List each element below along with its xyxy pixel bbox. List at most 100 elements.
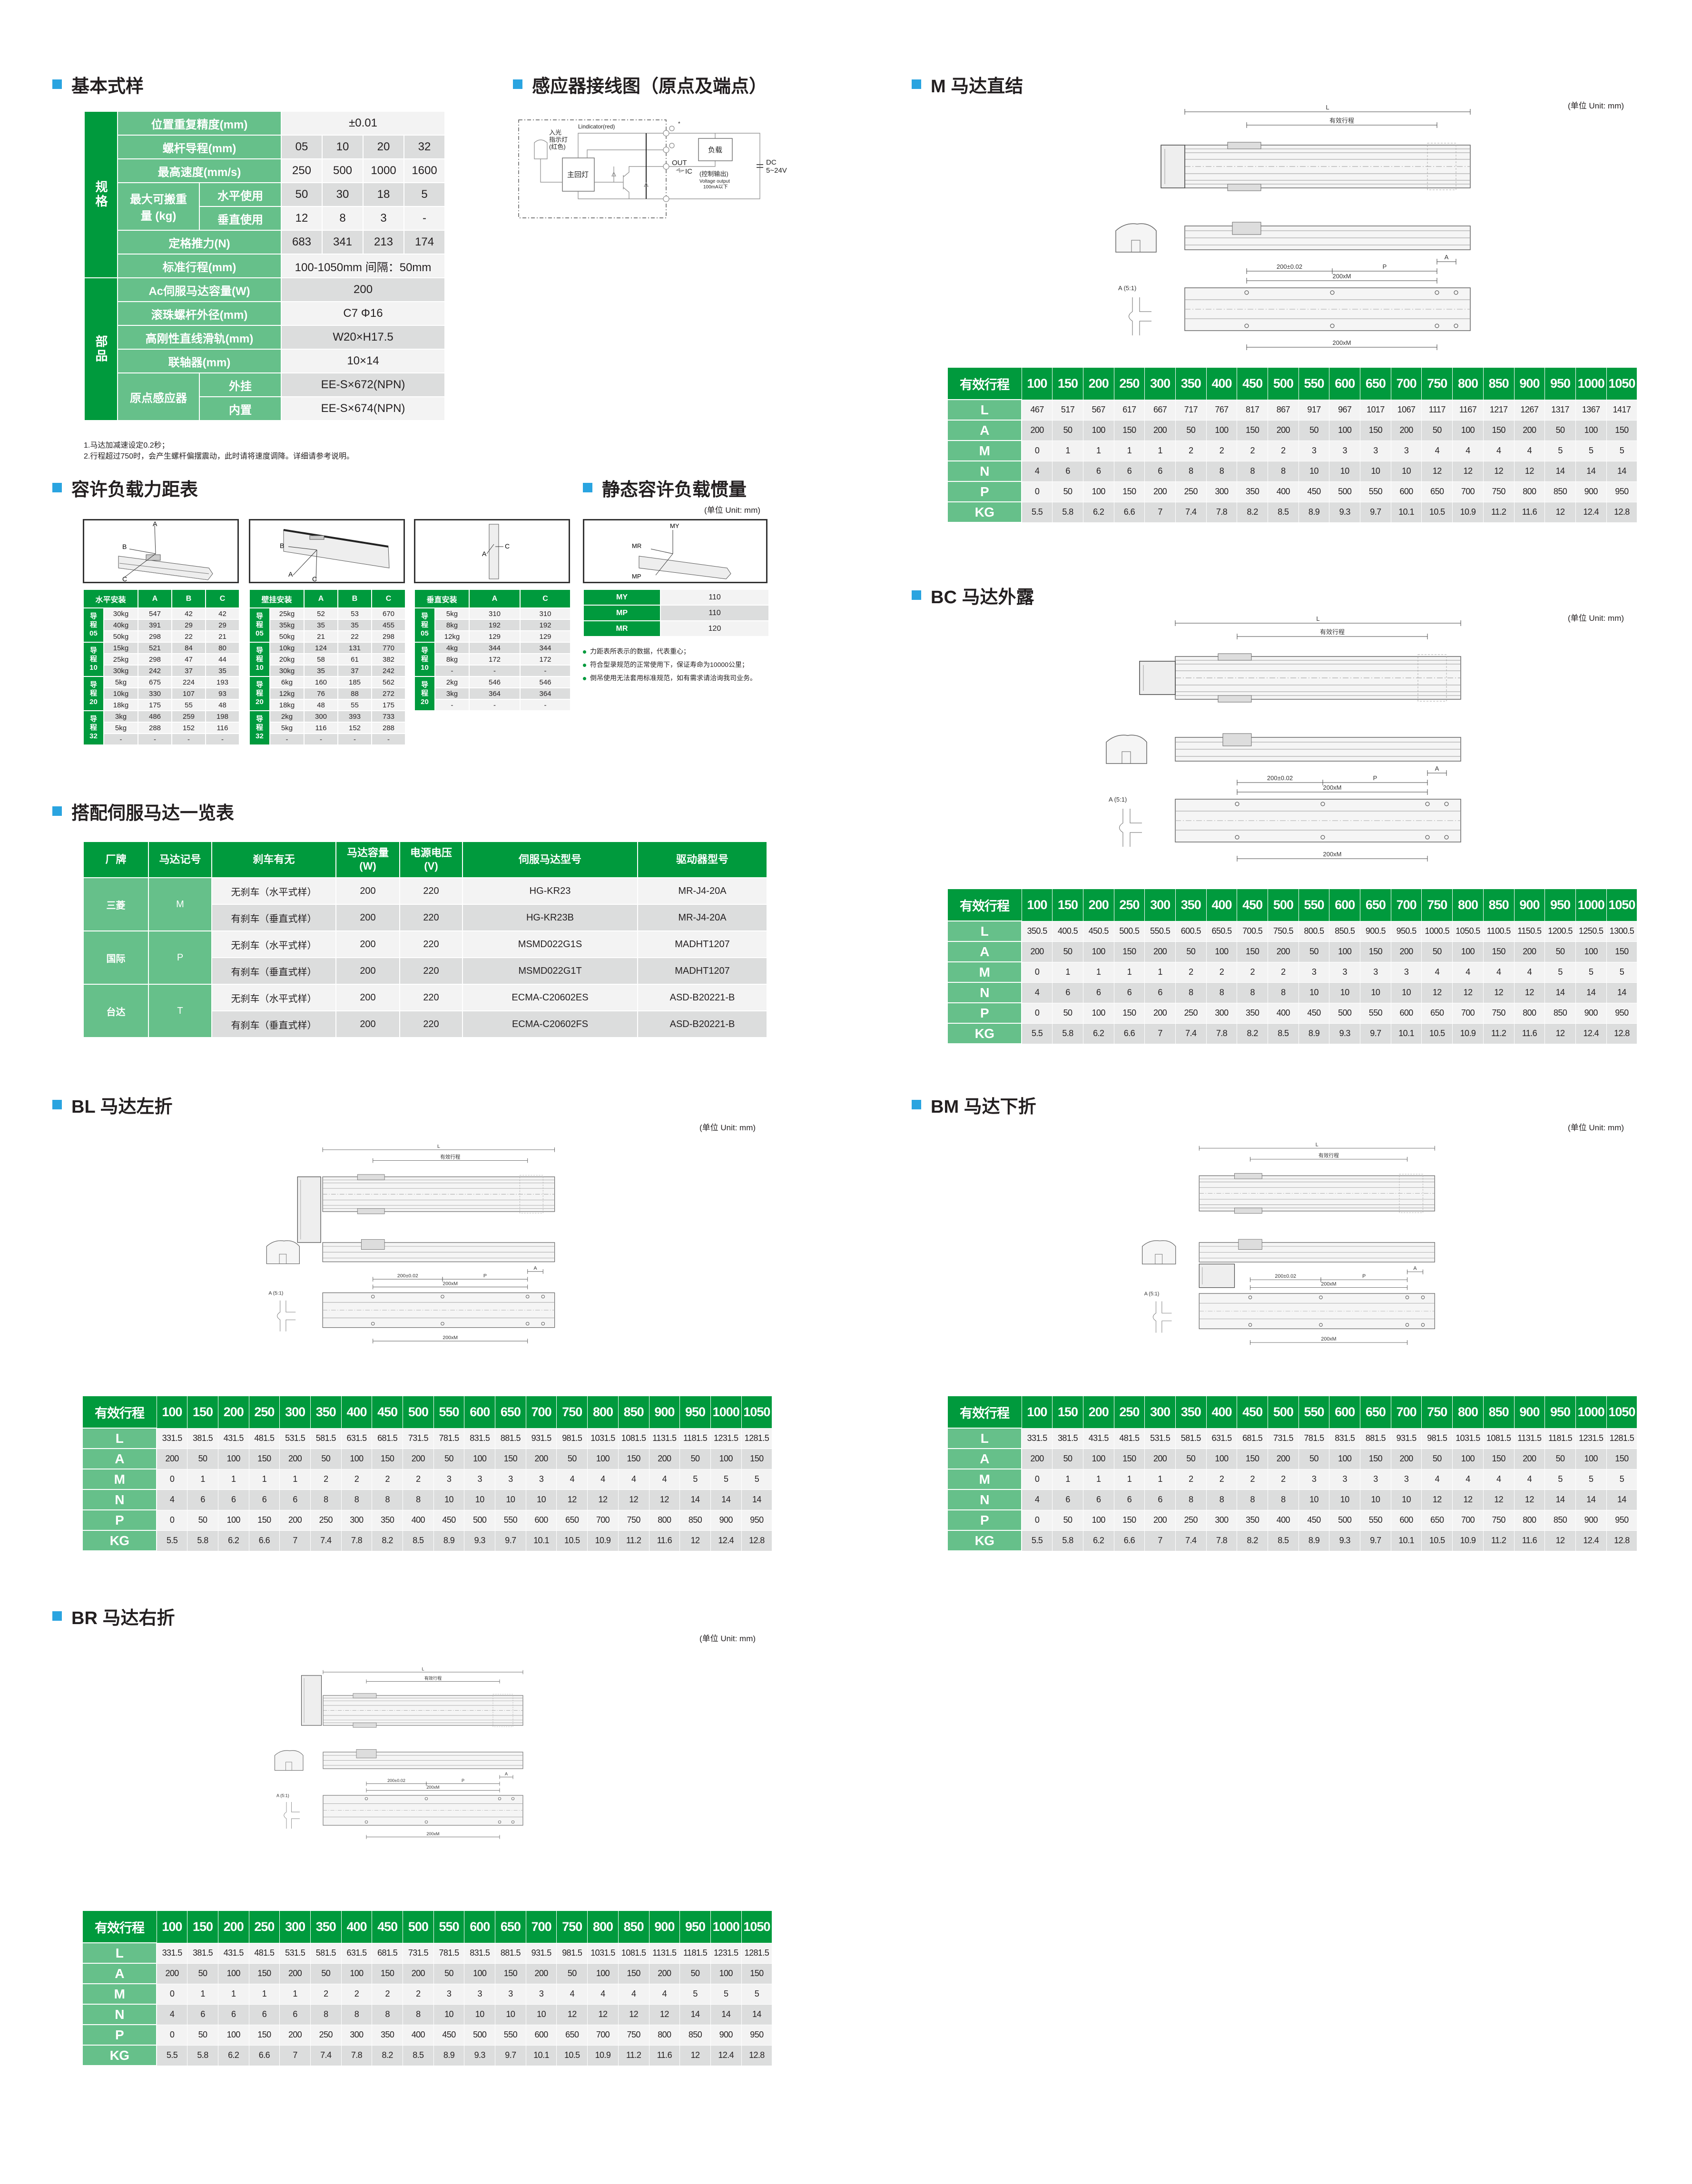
load-row: 12kg 76 88 272: [249, 687, 406, 700]
stroke-cell: 6: [187, 2004, 218, 2025]
load-cell: 61: [337, 653, 372, 666]
stroke-cell: 100: [710, 1963, 742, 1984]
servo-cell: 220: [399, 877, 463, 905]
spec-value: 12: [281, 206, 323, 231]
unit-label: (单位 Unit: mm): [1568, 101, 1624, 110]
heading-marker-icon: [52, 1611, 62, 1621]
stroke-cell: 650: [1421, 481, 1453, 502]
inertia-table: MY 110 MP 110 MR 120: [583, 589, 769, 637]
load-cell: 50kg: [269, 630, 305, 643]
stroke-cell: 4: [1421, 1469, 1453, 1490]
stroke-cell: 10: [464, 2004, 496, 2025]
load-cell: 455: [371, 619, 406, 631]
stroke-cell: 100: [217, 1448, 249, 1469]
stroke-cell: 531.5: [1144, 1428, 1176, 1449]
mounting-hole-icon: [1425, 802, 1430, 806]
stroke-cell: 11.6: [1514, 1023, 1545, 1044]
stroke-cell: 8.2: [372, 2045, 403, 2066]
stroke-cell: 1: [1113, 961, 1145, 983]
stroke-cell: 1050.5: [1452, 921, 1484, 942]
stroke-cell: 200: [403, 1963, 434, 1984]
stroke-cell: 950: [741, 1509, 773, 1531]
stroke-cell: 800.5: [1298, 921, 1330, 942]
unit-label: (单位 Unit: mm): [1568, 1123, 1624, 1132]
stroke-row-l: L 331.5 381.5 431.5 481.5 531.5 581.5 631.5 681.…: [82, 1942, 773, 1964]
motor-code-cell: M: [148, 877, 212, 931]
stroke-cell: 5: [1575, 440, 1607, 461]
heading-sensor-wiring: 感应器接线图（原点及端点）: [513, 72, 767, 97]
stroke-column-header: 1050: [741, 1396, 773, 1429]
end-view-profile: [1106, 735, 1147, 764]
stroke-cell: 7.4: [310, 1530, 342, 1551]
load-row: 40kg 391 29 29: [83, 619, 240, 631]
mounting-hole-icon: [526, 1322, 530, 1326]
stroke-cell: 2: [1175, 1469, 1207, 1490]
stroke-cell: 550: [1360, 1509, 1391, 1531]
stroke-cell: 700: [1452, 1509, 1484, 1531]
carriage-side: [1222, 733, 1252, 746]
stroke-column-header: 800: [1452, 889, 1484, 921]
stroke-cell: 150: [618, 1448, 649, 1469]
load-header: C: [371, 589, 406, 608]
load-cell: 47: [171, 653, 206, 666]
stroke-cell: 1031.5: [587, 1942, 619, 1964]
stroke-cell: 1181.5: [679, 1942, 711, 1964]
stroke-cell: 1031.5: [587, 1428, 619, 1449]
motor-code-cell: P: [148, 930, 212, 985]
load-cell: 12kg: [434, 630, 470, 643]
stroke-column-header: 150: [1052, 1396, 1083, 1429]
row-label: L: [947, 399, 1022, 421]
stroke-cell: 50: [1052, 1002, 1083, 1024]
carriage-side: [1238, 1239, 1262, 1250]
stroke-cell: 3: [433, 1469, 465, 1490]
stroke-cell: 881.5: [495, 1428, 526, 1449]
lead-value: 10: [256, 664, 264, 672]
note-text: 倒吊使用无法套用标准规范，如有需求请洽询我司业务。: [590, 674, 757, 682]
stroke-cell: 200: [1144, 481, 1176, 502]
label-b: B: [280, 542, 284, 549]
mounting-hole-icon: [1435, 323, 1439, 328]
stroke-cell: 50: [310, 1448, 342, 1469]
heading-marker-icon: [583, 483, 592, 492]
servo-cell: MR-J4-20A: [637, 877, 767, 905]
stroke-cell: 950: [1606, 481, 1638, 502]
stroke-cell: 200: [1144, 1002, 1176, 1024]
servo-cell: 220: [399, 984, 463, 1011]
stroke-column-header: 300: [1144, 367, 1176, 400]
load-table-wall: 壁挂安装 A B C 导程 05 25kg 52 53 670 35kg 35 35 455 50kg 21 2…: [249, 589, 406, 745]
stroke-cell: 300: [1206, 1509, 1238, 1531]
load-cell: 172: [520, 653, 571, 666]
stroke-cell: 10.9: [1452, 501, 1484, 523]
stroke-cell: 250: [310, 1509, 342, 1531]
servo-cell: 200: [335, 930, 400, 958]
stroke-cell: 10.9: [1452, 1530, 1484, 1551]
load-cell: 486: [138, 710, 172, 723]
stroke-row-p: P 0 50 100 150 200 250 300 350 400 450 500 550 600 650…: [82, 2024, 773, 2046]
stroke-cell: 6: [1082, 982, 1114, 1003]
load-cell: 42: [205, 607, 240, 620]
stroke-cell: 2: [372, 1469, 403, 1490]
battery-icon: [757, 164, 763, 168]
stroke-header-row: 有效行程 100 150 200 250 300 350 400 450 500 550 600 650…: [82, 1910, 773, 1943]
stroke-cell: 14: [1606, 982, 1638, 1003]
spec-note: 1.马达加减速设定0.2秒；: [84, 441, 169, 450]
stroke-row-a: A 200 50 100 150 200 50 100 150 200 50 100 150 200 50 1…: [947, 941, 1638, 962]
heading-text: 感应器接线图（原点及端点）: [532, 76, 767, 97]
mounting-hole-icon: [364, 1797, 368, 1801]
row-label: L: [947, 921, 1022, 942]
load-label: 负载: [708, 146, 722, 154]
detail-a-profile: [1119, 809, 1142, 847]
bullet-icon: [583, 676, 586, 680]
row-label: M: [947, 440, 1022, 461]
stroke-cell: 12: [1421, 460, 1453, 482]
unit-label: (单位 Unit: mm): [699, 1634, 756, 1643]
stroke-cell: 10: [1390, 1489, 1422, 1510]
load-cell: 152: [337, 722, 372, 734]
stroke-cell: 817: [1237, 399, 1268, 421]
row-label: P: [82, 1509, 157, 1531]
stroke-column-header: 1000: [710, 1910, 742, 1943]
stroke-cell: 100: [1206, 1448, 1238, 1469]
stroke-cell: 12: [587, 2004, 619, 2025]
servo-cell: 220: [399, 1010, 463, 1038]
